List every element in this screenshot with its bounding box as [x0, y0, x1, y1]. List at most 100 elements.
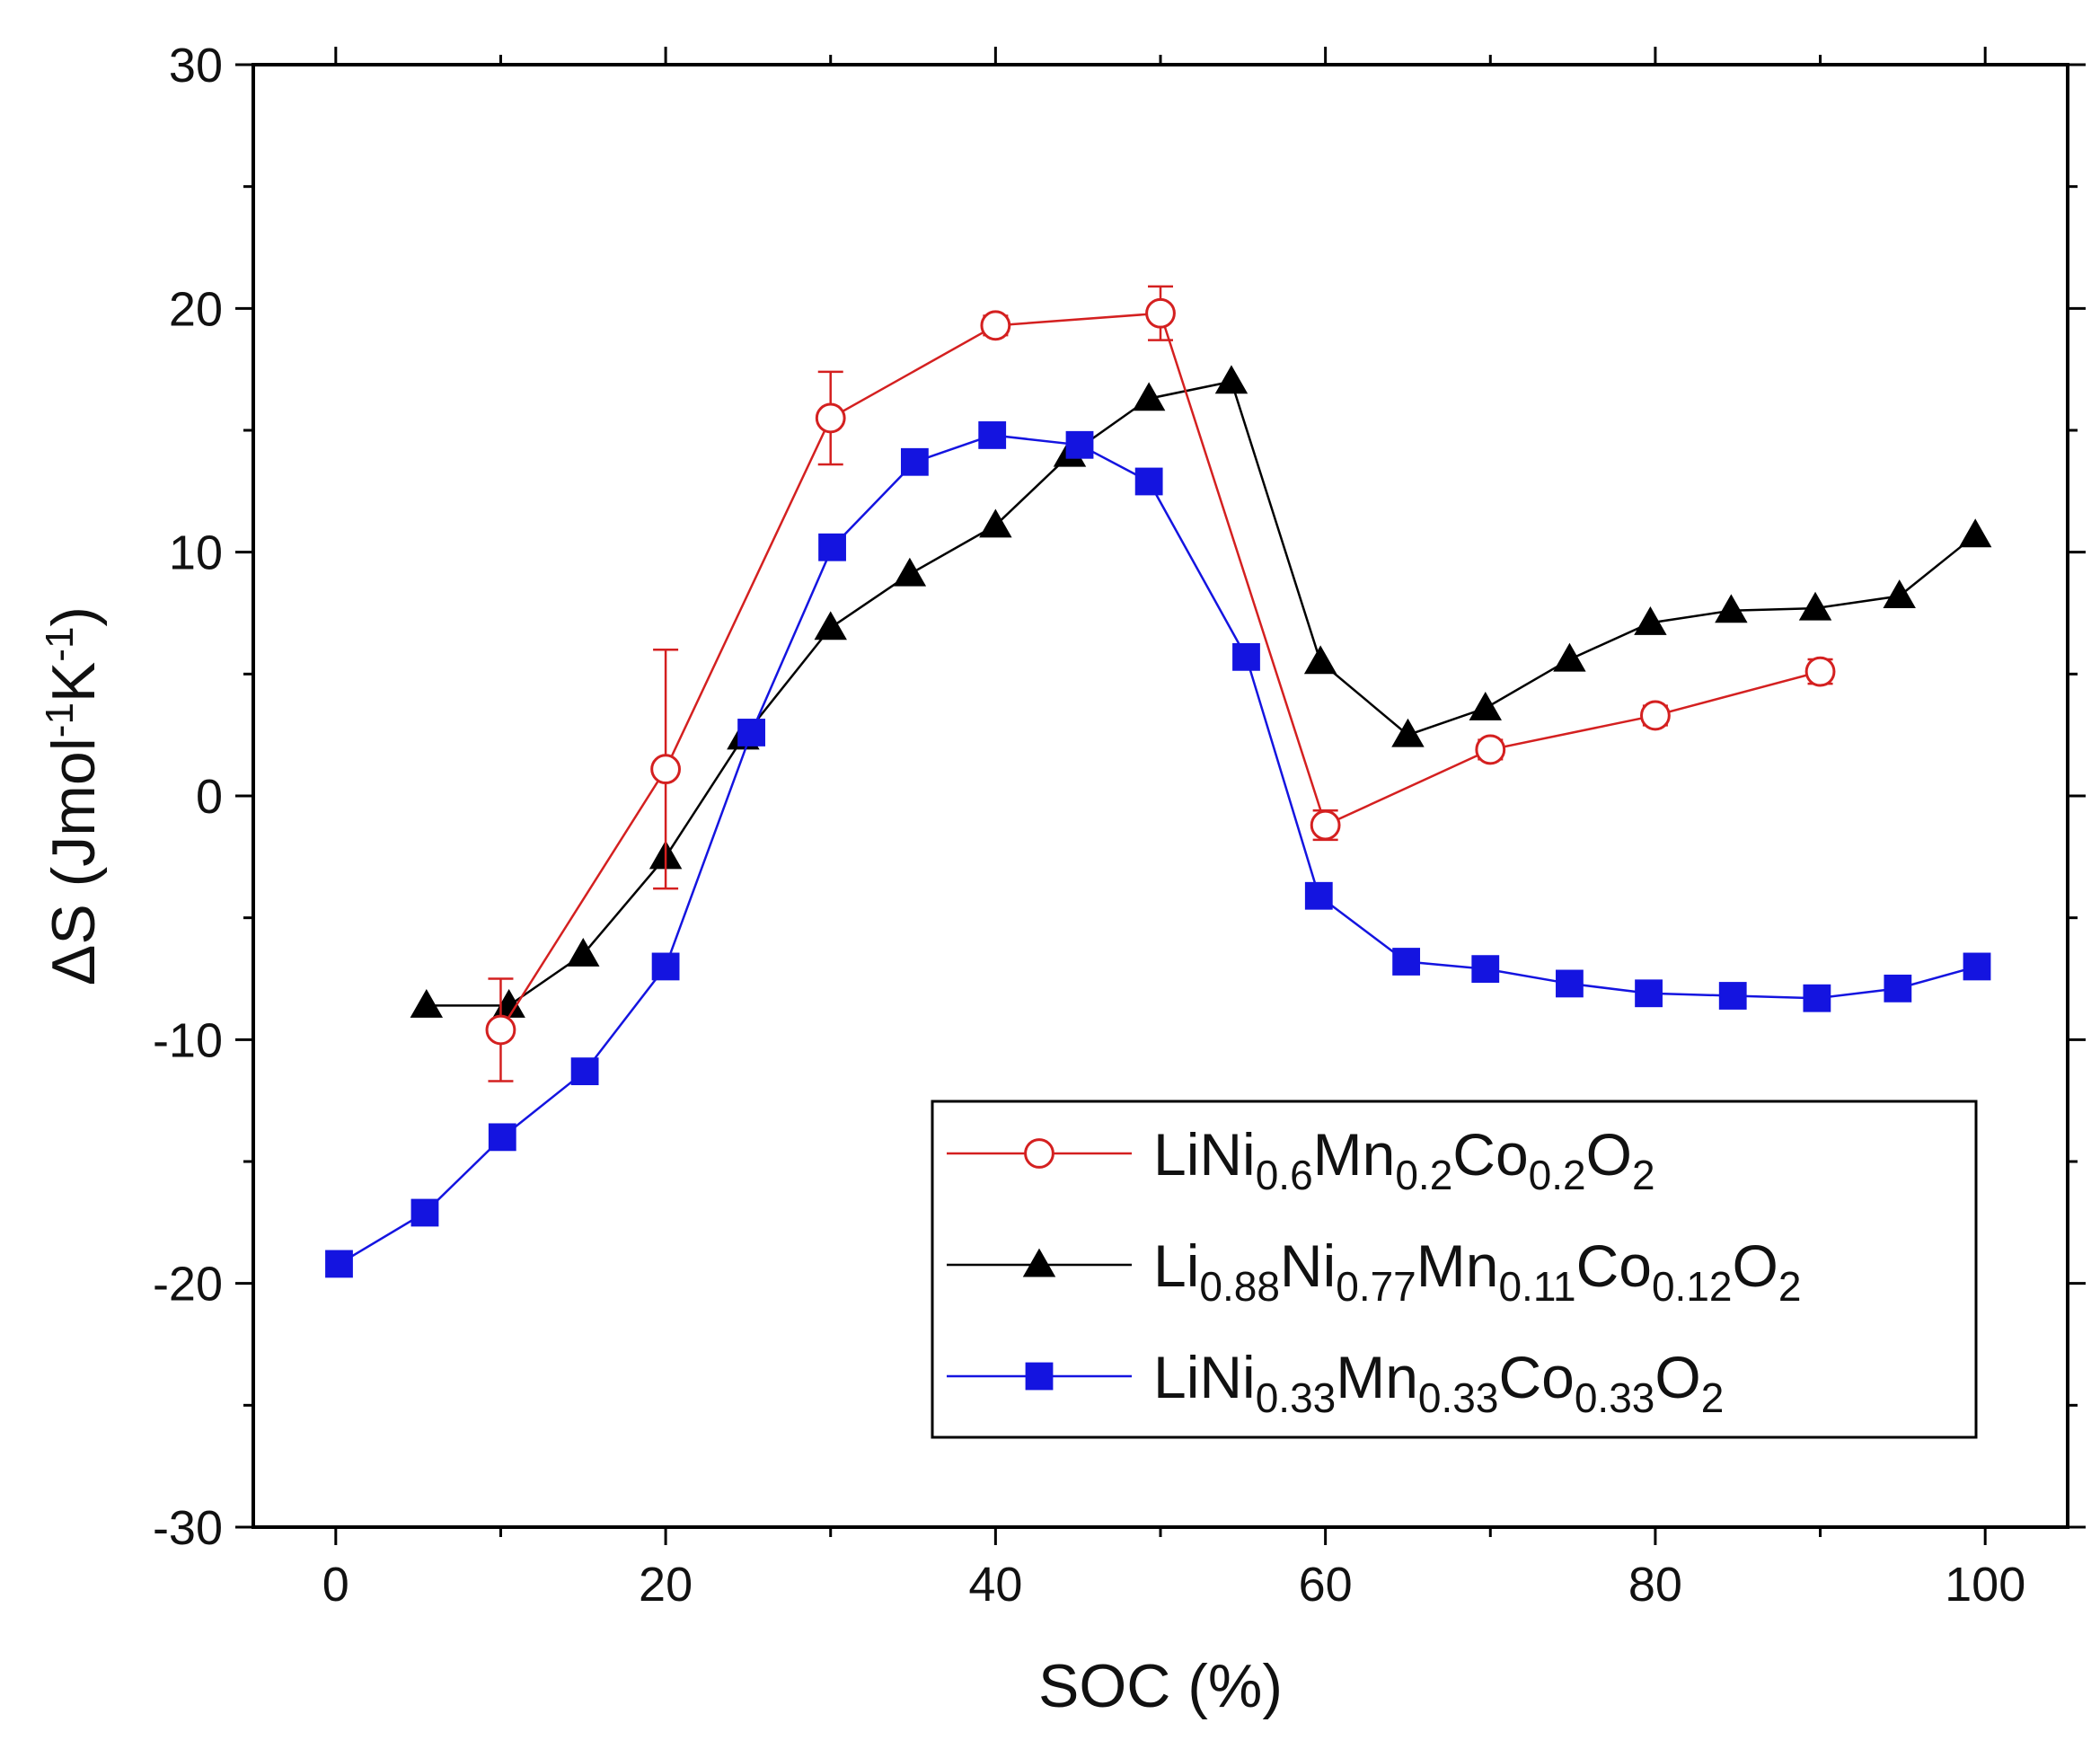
y-tick-label: 0 — [196, 770, 223, 824]
y-tick-label: -20 — [153, 1258, 223, 1312]
data-point-circle — [815, 402, 846, 434]
series-1 — [410, 365, 1992, 1018]
legend-subscript: 0.33 — [1256, 1374, 1337, 1421]
data-point-square — [325, 1250, 353, 1278]
data-point-circle — [1804, 656, 1836, 687]
legend-subscript: 2 — [1632, 1152, 1655, 1198]
data-point-triangle — [979, 508, 1012, 538]
y-axis-label: ΔS (Jmol-1K-1) — [38, 606, 109, 985]
data-point-square — [1232, 642, 1260, 671]
data-point-square — [1884, 974, 1912, 1003]
data-point-circle — [650, 754, 681, 785]
y-tick-label: -10 — [153, 1013, 223, 1067]
data-point-triangle — [1469, 691, 1502, 720]
legend-subscript: 0.12 — [1652, 1263, 1733, 1310]
data-point-triangle — [1391, 718, 1425, 747]
series-layer — [325, 285, 1992, 1278]
data-point-square — [737, 719, 765, 746]
data-point-square — [900, 447, 929, 476]
data-point-square — [570, 1057, 599, 1086]
data-point-square — [1963, 952, 1991, 981]
legend-label: Li0.88Ni0.77Mn0.11Co0.12O2 — [1153, 1232, 1801, 1310]
series-0 — [485, 285, 1836, 1082]
y-tick-label: 10 — [169, 526, 223, 580]
legend-text-part: Mn — [1336, 1344, 1418, 1410]
data-point-square — [1635, 979, 1663, 1008]
data-point-triangle — [1553, 642, 1586, 672]
data-point-square — [1134, 467, 1163, 496]
x-tick-label: 80 — [1628, 1558, 1682, 1612]
data-point-square — [1065, 430, 1094, 459]
legend-subscript: 0.6 — [1256, 1152, 1313, 1198]
legend-label: LiNi0.6Mn0.2Co0.2O2 — [1153, 1121, 1655, 1198]
data-point-triangle — [1214, 365, 1249, 394]
y-tick-label: 30 — [169, 39, 223, 93]
data-point-triangle — [567, 937, 600, 967]
series-line — [426, 380, 1976, 1007]
legend-label: LiNi0.33Mn0.33Co0.33O2 — [1153, 1344, 1724, 1421]
data-point-square — [1803, 984, 1831, 1012]
legend-subscript: 2 — [1701, 1374, 1725, 1421]
legend-subscript: 2 — [1778, 1263, 1802, 1310]
data-point-square — [1718, 982, 1747, 1010]
data-point-circle — [1640, 700, 1671, 731]
legend-text-part: Mn — [1416, 1232, 1499, 1299]
data-point-triangle — [1303, 645, 1337, 675]
data-point-triangle — [1798, 591, 1832, 621]
legend-text-part: Co — [1452, 1121, 1528, 1188]
legend-entry-0: LiNi0.6Mn0.2Co0.2O2 — [947, 1121, 1655, 1198]
data-point-triangle — [1022, 1248, 1056, 1277]
x-tick-label: 60 — [1299, 1558, 1353, 1612]
legend-text-part: Mn — [1313, 1121, 1396, 1188]
legend-text-part: O — [1732, 1232, 1778, 1299]
legend-text-part: O — [1654, 1344, 1700, 1410]
y-axis-label-end: ) — [40, 606, 108, 627]
ticks-layer: 0 20 40 60 80 100 -30 -20 -10 0 10 20 30 — [153, 39, 2086, 1612]
x-tick-label: 0 — [322, 1558, 349, 1612]
data-point-triangle — [1132, 382, 1166, 411]
data-point-square — [410, 1198, 439, 1227]
legend-box — [931, 1100, 1978, 1439]
data-point-triangle — [814, 611, 847, 640]
legend-subscript: 0.33 — [1575, 1374, 1655, 1421]
legend-text-part: LiNi — [1153, 1121, 1256, 1188]
legend-text-part: LiNi — [1153, 1344, 1256, 1410]
data-point-square — [818, 533, 846, 561]
data-point-circle — [1310, 809, 1341, 841]
legend-subscript: 0.88 — [1199, 1263, 1280, 1310]
legend-subscript: 0.11 — [1498, 1263, 1575, 1310]
legend-text-part: Ni — [1280, 1232, 1336, 1299]
data-point-circle — [1145, 297, 1176, 329]
y-axis-label-mid: K — [40, 662, 108, 702]
y-axis-label-sup1: -1 — [38, 702, 82, 738]
plot-frame — [251, 63, 2069, 1529]
legend-subscript: 0.2 — [1395, 1152, 1452, 1198]
data-point-circle — [485, 1014, 516, 1046]
legend-text-part: O — [1586, 1121, 1632, 1188]
data-point-circle — [1475, 734, 1506, 765]
data-point-circle — [1024, 1138, 1054, 1169]
x-axis-label: SOC (%) — [1038, 1652, 1283, 1720]
data-point-triangle — [1634, 605, 1667, 635]
legend-text-part: Co — [1576, 1232, 1652, 1299]
data-point-square — [1025, 1362, 1054, 1391]
data-point-square — [1304, 881, 1333, 910]
legend: LiNi0.6Mn0.2Co0.2O2Li0.88Ni0.77Mn0.11Co0… — [931, 1100, 1978, 1439]
data-point-triangle — [893, 557, 927, 587]
data-point-triangle — [1715, 594, 1748, 623]
data-point-triangle — [1958, 518, 1992, 548]
data-point-triangle — [1883, 579, 1916, 609]
data-point-square — [1556, 969, 1584, 998]
x-tick-label: 100 — [1945, 1558, 2025, 1612]
y-tick-label: -30 — [153, 1501, 223, 1555]
legend-text-part: Li — [1153, 1232, 1199, 1299]
y-axis-label-base: ΔS (Jmol — [40, 738, 108, 985]
data-point-square — [488, 1123, 516, 1152]
y-axis-label-sup2: -1 — [38, 627, 82, 662]
legend-subscript: 0.2 — [1529, 1152, 1586, 1198]
legend-subscript: 0.77 — [1336, 1263, 1416, 1310]
legend-entry-2: LiNi0.33Mn0.33Co0.33O2 — [947, 1344, 1724, 1421]
data-point-square — [978, 421, 1007, 449]
